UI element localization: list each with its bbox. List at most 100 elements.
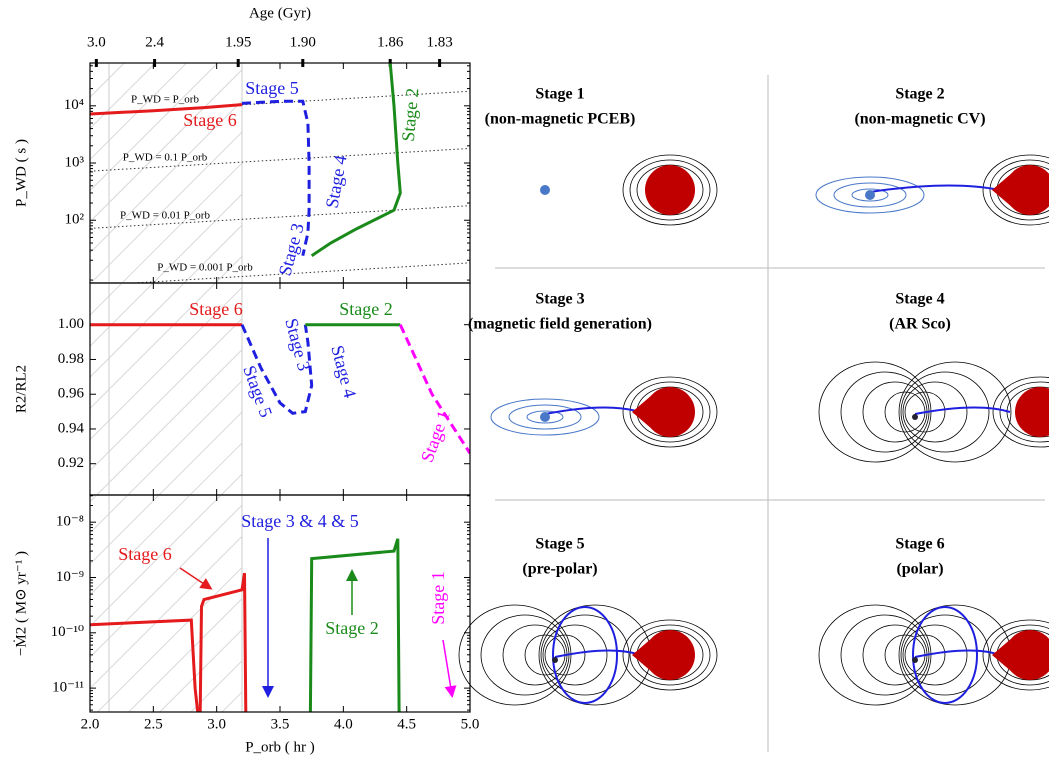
white-dwarf	[552, 657, 558, 663]
secondary-star	[645, 630, 695, 680]
field-line	[992, 376, 1049, 448]
accretion-disc	[490, 398, 600, 436]
white-dwarf	[540, 185, 550, 195]
wd-field-line	[818, 604, 932, 706]
x-tick-label: 4.5	[397, 716, 416, 732]
y-axis-label: −Ṁ2 ( M⊙ yr⁻¹ )	[13, 551, 29, 656]
y-axis-label: P_WD ( s )	[13, 139, 29, 207]
reference-label: P_WD = 0.001 P_orb	[157, 262, 253, 274]
accretion-disc	[833, 182, 907, 208]
reference-label: P_WD = 0.1 P_orb	[123, 152, 208, 164]
secondary-star	[1005, 165, 1049, 215]
roche-tip	[632, 395, 652, 429]
panel-title: Stage 5	[535, 536, 584, 553]
series-line	[398, 324, 470, 455]
field-line	[989, 624, 1049, 686]
field-line	[629, 381, 711, 443]
wd-field-line	[900, 614, 990, 696]
wd-field-line	[544, 634, 586, 676]
panel-title: Stage 1	[535, 86, 584, 103]
wd-field-line	[902, 624, 968, 686]
magnetic-loop	[912, 606, 978, 704]
accretion-disc	[815, 176, 925, 214]
field-line	[629, 624, 711, 686]
series-line	[310, 63, 402, 257]
annotation: Stage 1	[417, 408, 454, 465]
wd-field-line	[542, 624, 608, 686]
y-tick-label: 10⁻¹¹	[52, 680, 84, 696]
panel-title: Stage 4	[895, 291, 944, 308]
series-line	[90, 572, 248, 712]
secondary-star	[1015, 387, 1049, 437]
panel-subtitle: (AR Sco)	[889, 316, 951, 333]
roche-tip	[632, 638, 652, 672]
y-tick-label: 10²	[65, 212, 85, 228]
annotation: Stage 4	[322, 154, 351, 210]
field-line	[982, 619, 1049, 691]
x-tick-label: 4.0	[334, 716, 353, 732]
accretion-disc	[851, 188, 889, 202]
reference-line	[90, 205, 470, 229]
y-tick-label: 1.00	[58, 316, 84, 332]
annotation: Stage 1	[428, 571, 448, 625]
y-tick-label: 10³	[65, 154, 85, 170]
series-line	[308, 538, 401, 712]
series-line	[90, 103, 243, 116]
panel-subtitle: (magnetic field generation)	[468, 316, 652, 333]
annotation: Stage 5	[239, 363, 276, 420]
roche-tip	[992, 173, 1012, 207]
x2-tick-label: 3.0	[87, 34, 106, 50]
annotation: Stage 5	[245, 78, 299, 98]
y-tick-label: 0.92	[58, 455, 84, 471]
annotation-arrow	[179, 567, 213, 590]
wd-field-line	[818, 361, 932, 463]
x2-axis-label: Age (Gyr)	[249, 5, 311, 21]
annotation: Stage 2	[398, 87, 423, 142]
white-dwarf	[865, 190, 875, 200]
accretion-stream	[544, 406, 641, 415]
white-dwarf	[912, 414, 918, 420]
accretion-stream	[554, 649, 641, 658]
wd-field-line	[458, 604, 572, 706]
magnetic-loop	[552, 606, 618, 704]
secondary-star	[1005, 630, 1049, 680]
wd-field-line	[502, 624, 568, 686]
annotation: Stage 6	[118, 544, 172, 564]
wd-field-line	[904, 391, 946, 433]
y-tick-label: 10⁴	[64, 97, 84, 113]
annotation: Stage 4	[327, 343, 360, 400]
y-tick-label: 10⁻⁹	[56, 569, 84, 585]
diagram-grid	[495, 75, 1045, 752]
hatch-region	[90, 495, 242, 712]
plot-frame	[89, 494, 471, 713]
secondary-star	[645, 387, 695, 437]
panel-subtitle: (polar)	[896, 561, 943, 578]
field-line	[622, 154, 718, 226]
secondary-star	[645, 165, 695, 215]
wd-field-line	[862, 381, 928, 443]
annotation: Stage 6	[189, 299, 243, 319]
wd-field-line	[898, 361, 1012, 463]
accretion-stream	[914, 406, 1011, 415]
y-tick-label: 0.94	[58, 420, 85, 436]
field-line	[982, 154, 1049, 226]
reference-label: P_WD = 0.01 P_orb	[120, 210, 210, 222]
wd-field-line	[902, 381, 968, 443]
reference-line	[90, 147, 470, 172]
series-line	[241, 99, 311, 257]
wd-field-line	[862, 624, 928, 686]
field-line	[999, 381, 1049, 443]
panel-title: Stage 6	[895, 536, 944, 553]
field-line	[629, 159, 711, 221]
y-tick-label: 10⁻¹⁰	[51, 624, 84, 640]
wd-field-line	[900, 371, 990, 453]
y-tick-label: 0.98	[58, 351, 84, 367]
hatch-region	[90, 283, 242, 495]
annotation: Stage 2	[339, 299, 393, 319]
y-tick-label: 0.96	[58, 386, 85, 402]
panel-subtitle: (non-magnetic CV)	[854, 111, 985, 128]
y-tick-label: 10⁻⁸	[56, 514, 84, 530]
accretion-disc	[508, 404, 582, 430]
y-axis-label: R2/RL2	[13, 365, 29, 413]
